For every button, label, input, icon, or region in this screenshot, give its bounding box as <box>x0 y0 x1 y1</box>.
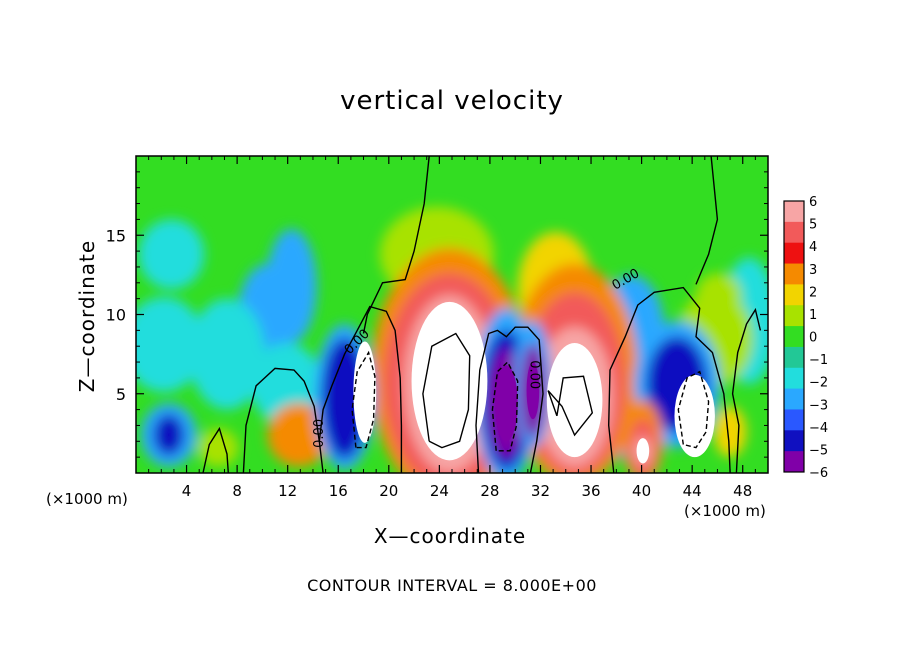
contour-label-0: 0.00 <box>312 419 327 448</box>
field-core-0 <box>411 301 488 461</box>
field-core-3 <box>636 438 650 464</box>
x-tick-label-5: 24 <box>430 482 449 500</box>
y-axis-ticks: 5 10 15 <box>106 171 768 458</box>
field-blob-4 <box>189 298 265 410</box>
contour-zero-f <box>607 286 731 473</box>
colorbar-swatch-7 <box>784 346 804 369</box>
x-unit-left: (×1000 m) <box>46 490 128 508</box>
field-cores <box>353 301 715 464</box>
colorbar-swatch-0 <box>784 201 804 223</box>
x-tick-label-1: 8 <box>232 482 242 500</box>
contour-neg-b <box>491 360 519 452</box>
x-tick-label-11: 48 <box>733 482 752 500</box>
colorbar-border <box>783 200 805 473</box>
x-tick-label-2: 12 <box>278 482 297 500</box>
contour-interval-note: CONTOUR INTERVAL = 8.000E+00 <box>307 576 597 595</box>
contour-zero-c <box>202 426 229 473</box>
x-tick-label-4: 20 <box>379 482 398 500</box>
field-core-1 <box>353 341 377 443</box>
x-axis-ticks: 4 8 12 16 20 24 28 32 36 40 44 48 <box>148 156 756 500</box>
contour-neg-c <box>677 370 710 449</box>
colorbar-label-5: 1 <box>809 308 817 323</box>
colorbar-label-8: −2 <box>809 376 828 391</box>
contour-zero-d <box>362 156 430 334</box>
field-blob-14 <box>713 406 747 458</box>
colorbar-swatch-3 <box>784 263 804 285</box>
colorbar-label-6: 0 <box>809 331 817 346</box>
colorbar-label-10: −4 <box>809 421 828 436</box>
colorbar-swatch-6 <box>784 326 804 348</box>
colorbar-swatch-11 <box>784 430 804 452</box>
y-tick-label-1: 10 <box>106 306 126 325</box>
colorbar-label-4: 2 <box>809 285 817 300</box>
colorbar-label-0: 6 <box>809 195 817 210</box>
colorbar-swatch-10 <box>784 409 804 431</box>
field-blob-32 <box>153 414 185 456</box>
colorbar-label-9: −3 <box>809 398 828 413</box>
field-core-5 <box>494 365 518 442</box>
field-core-6 <box>526 362 540 420</box>
velocity-field <box>136 156 768 473</box>
x-unit-right: (×1000 m) <box>684 502 766 520</box>
colorbar-label-7: −1 <box>809 353 828 368</box>
y-tick-label-2: 15 <box>106 226 126 245</box>
x-tick-label-10: 44 <box>683 482 702 500</box>
x-tick-label-9: 40 <box>632 482 651 500</box>
contour-zero-g <box>731 307 762 473</box>
x-tick-label-8: 36 <box>581 482 600 500</box>
contour-zero-e <box>475 326 544 473</box>
x-tick-label-3: 16 <box>329 482 348 500</box>
colorbar-swatch-8 <box>784 367 804 390</box>
colorbar-swatch-12 <box>784 451 804 473</box>
colorbar-swatch-1 <box>784 221 804 244</box>
contour-zero-a <box>318 305 403 473</box>
field-core-4 <box>674 374 715 458</box>
colorbar-swatch-4 <box>784 284 804 306</box>
contour-pos-b <box>547 375 594 437</box>
chart-title: vertical velocity <box>340 86 564 116</box>
colorbar-swatch-5 <box>784 305 804 327</box>
field-blob-2 <box>138 219 205 290</box>
colorbar-swatch-9 <box>784 388 804 410</box>
colorbar-label-12: −6 <box>809 466 828 481</box>
field-core-2 <box>546 343 603 458</box>
x-tick-label-7: 32 <box>531 482 550 500</box>
x-tick-label-6: 28 <box>480 482 499 500</box>
field-blob-13 <box>197 428 239 467</box>
field-blob-3 <box>136 297 205 393</box>
y-tick-label-0: 5 <box>116 385 126 404</box>
y-axis-label: Z—coordinate <box>75 239 99 393</box>
contour-neg-a <box>351 350 376 449</box>
contour-pos-a <box>422 332 471 449</box>
contour-zero-h <box>695 156 719 285</box>
field-blob-1 <box>266 228 317 344</box>
field-blob-10 <box>695 273 742 318</box>
colorbar: 6 5 4 3 2 1 0 −1 −2 −3 −4 −5 −6 <box>783 195 828 481</box>
colorbar-swatch-2 <box>784 242 804 265</box>
colorbar-label-1: 5 <box>809 218 817 233</box>
field-blob-15 <box>267 403 331 467</box>
colorbar-label-11: −5 <box>809 443 828 458</box>
contour-label-3: 0.00 <box>526 360 541 389</box>
x-tick-label-0: 4 <box>182 482 192 500</box>
x-axis-label: X—coordinate <box>373 524 527 548</box>
contour-zero-b <box>242 367 320 473</box>
colorbar-label-2: 4 <box>809 240 817 255</box>
colorbar-label-3: 3 <box>809 263 817 278</box>
